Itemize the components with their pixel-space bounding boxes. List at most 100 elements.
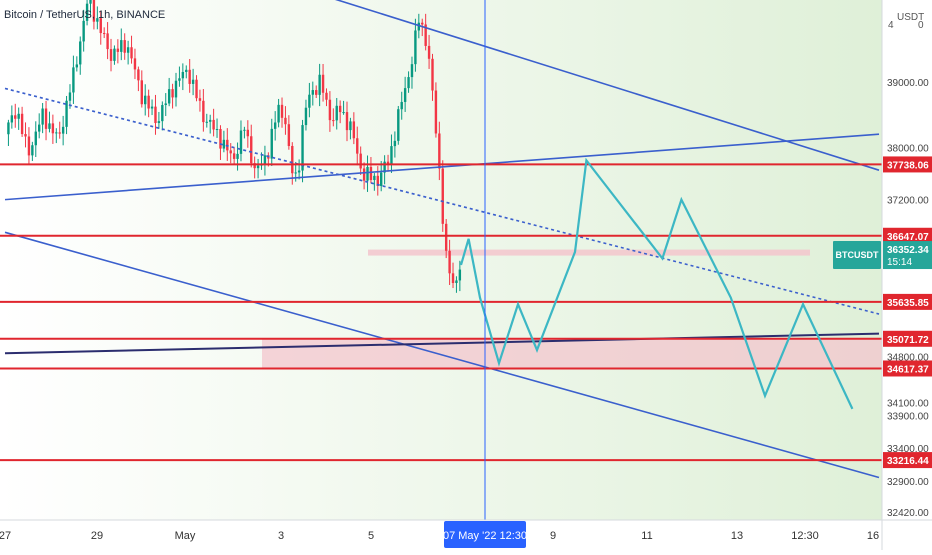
candle-up bbox=[17, 113, 20, 119]
price-tag-label: 35071.72 bbox=[887, 335, 929, 346]
candle-down bbox=[20, 113, 24, 135]
channel-bottom-line bbox=[4, 231, 880, 479]
price-tag-label: 33216.44 bbox=[887, 456, 929, 467]
price-tag-label: 36647.07 bbox=[887, 232, 929, 243]
candle-down bbox=[92, 0, 96, 22]
candle-up bbox=[263, 155, 267, 164]
candle-down bbox=[421, 22, 424, 25]
candle-up bbox=[400, 101, 403, 110]
crosshair-x-label-bg bbox=[444, 521, 526, 548]
candle-down bbox=[359, 153, 362, 169]
x-tick-label: 16 bbox=[867, 530, 879, 542]
candle-down bbox=[345, 112, 349, 131]
price-tag-bg bbox=[883, 360, 932, 377]
candle-up bbox=[236, 153, 239, 159]
candle-down bbox=[352, 121, 356, 139]
candle-up bbox=[380, 172, 383, 186]
candle-up bbox=[10, 115, 14, 123]
candle-up bbox=[215, 129, 219, 131]
small-zone bbox=[368, 249, 810, 256]
channel-top-line bbox=[334, 0, 880, 171]
candle-down bbox=[431, 58, 434, 91]
candle-down bbox=[328, 99, 332, 121]
symbol-name: Bitcoin / TetherUS bbox=[4, 9, 92, 21]
candle-up bbox=[297, 170, 301, 173]
x-tick-label: 9 bbox=[550, 530, 556, 542]
title-separator: , bbox=[91, 9, 98, 21]
x-tick-label: 12:30 bbox=[791, 530, 819, 542]
candle-up bbox=[397, 109, 400, 141]
price-tag-label: 34617.37 bbox=[887, 364, 929, 375]
x-tick-label: 3 bbox=[278, 530, 284, 542]
x-tick-label: 29 bbox=[91, 530, 103, 542]
candle-down bbox=[137, 69, 140, 81]
candle-up bbox=[164, 103, 167, 106]
candle-down bbox=[212, 119, 215, 130]
candle-down bbox=[58, 132, 61, 134]
candle-up bbox=[150, 106, 154, 109]
x-tick-label: May bbox=[175, 530, 196, 542]
time-axis bbox=[0, 520, 882, 550]
candle-down bbox=[291, 145, 294, 174]
candle-down bbox=[27, 136, 31, 156]
candle-up bbox=[31, 145, 34, 156]
y-tick-label: 34100.00 bbox=[887, 398, 929, 409]
price-tag-label: 35635.85 bbox=[887, 298, 929, 309]
candle-down bbox=[434, 90, 438, 134]
candle-down bbox=[130, 47, 133, 59]
candle-up bbox=[41, 108, 44, 125]
candle-down bbox=[123, 40, 126, 53]
candle-up bbox=[311, 90, 314, 95]
candle-up bbox=[301, 125, 304, 171]
candle-up bbox=[308, 94, 311, 108]
base-line-line bbox=[4, 332, 880, 355]
candle-up bbox=[458, 269, 462, 281]
candle-up bbox=[273, 122, 277, 129]
candle-up bbox=[335, 105, 338, 121]
candle-up bbox=[277, 104, 280, 123]
price-tag-bg bbox=[883, 452, 932, 469]
candle-down bbox=[427, 45, 431, 59]
candle-up bbox=[383, 161, 386, 173]
candle-down bbox=[321, 74, 325, 93]
y-tick-label: 32900.00 bbox=[887, 477, 929, 488]
support-zone bbox=[262, 338, 882, 369]
candle-up bbox=[48, 123, 51, 129]
candle-up bbox=[126, 47, 130, 53]
symbol-title: Bitcoin / TetherUS, 1h, BINANCE bbox=[4, 9, 165, 21]
candle-down bbox=[219, 129, 222, 149]
x-tick-label: 5 bbox=[368, 530, 374, 542]
candle-up bbox=[178, 78, 181, 81]
candle-down bbox=[202, 100, 205, 123]
candle-down bbox=[188, 69, 191, 84]
candle-up bbox=[349, 121, 352, 131]
x-tick-label: 11 bbox=[641, 530, 652, 542]
candle-down bbox=[287, 124, 291, 146]
candle-up bbox=[85, 3, 89, 21]
candle-down bbox=[441, 168, 444, 224]
candle-up bbox=[294, 172, 297, 174]
y-tick-label: 33900.00 bbox=[887, 411, 929, 422]
price-tag-bg bbox=[883, 293, 932, 310]
candle-down bbox=[451, 273, 455, 284]
candle-up bbox=[68, 92, 72, 101]
candle-up bbox=[181, 71, 185, 79]
candle-down bbox=[99, 18, 102, 34]
candle-down bbox=[232, 153, 236, 159]
y-tick-label: 32420.00 bbox=[887, 508, 929, 519]
price-tag-bg bbox=[883, 227, 932, 244]
candle-up bbox=[209, 119, 212, 122]
candle-down bbox=[356, 138, 359, 154]
candle-up bbox=[270, 128, 273, 159]
candle-down bbox=[44, 108, 48, 129]
candle-up bbox=[161, 105, 164, 122]
candle-up bbox=[96, 18, 99, 22]
candle-up bbox=[403, 88, 407, 102]
symbol-tag-label: BTCUSDT bbox=[836, 250, 879, 260]
candle-up bbox=[342, 112, 345, 114]
candle-up bbox=[318, 74, 321, 95]
candle-up bbox=[144, 95, 147, 105]
candle-up bbox=[455, 280, 458, 284]
